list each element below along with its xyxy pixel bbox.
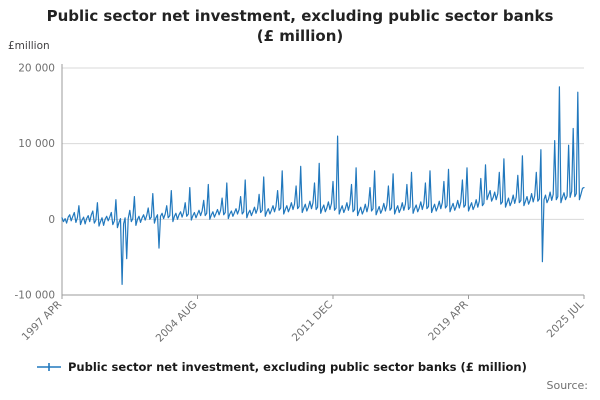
source-label: Source: xyxy=(546,379,589,392)
legend: Public sector net investment, excluding … xyxy=(36,360,527,374)
chart-title: Public sector net investment, excluding … xyxy=(46,7,554,46)
y-tick-label: 20 000 xyxy=(18,63,55,75)
y-axis-unit-label: £million xyxy=(8,40,50,52)
x-tick-label: 1997 APR xyxy=(20,299,64,343)
y-tick-label: -10 000 xyxy=(14,290,55,302)
x-tick-label: 2019 APR xyxy=(426,299,470,343)
legend-label: Public sector net investment, excluding … xyxy=(68,360,527,374)
data-series-line xyxy=(61,86,585,285)
x-tick-label: 2004 AUG xyxy=(154,299,200,345)
y-tick-label: 10 000 xyxy=(18,138,55,150)
legend-line-marker-icon xyxy=(37,363,61,371)
x-tick-label: 2011 DEC xyxy=(290,299,335,344)
y-tick-label: 0 xyxy=(48,214,55,226)
x-tick-label: 2025 JUL xyxy=(545,299,587,341)
